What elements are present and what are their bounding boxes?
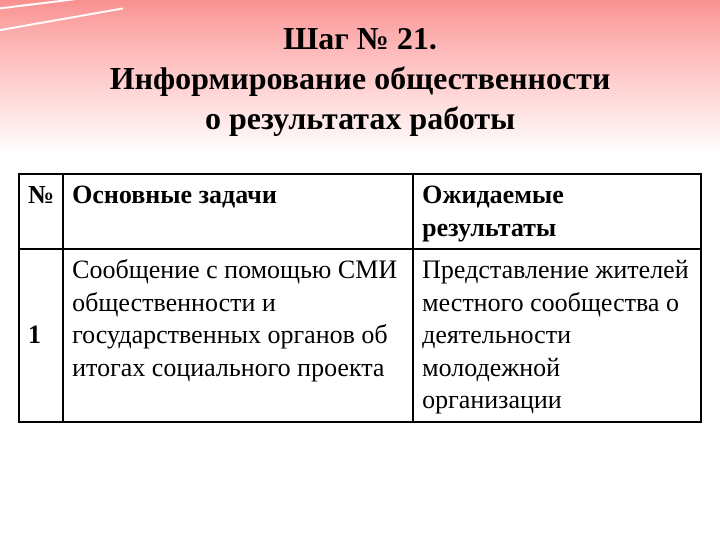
cell-tasks: Сообщение с помощью СМИ общественности и… (63, 249, 413, 422)
cell-number: 1 (19, 249, 63, 422)
title-line-2: Информирование общественности (110, 60, 611, 96)
page-title: Шаг № 21. Информирование общественности … (110, 18, 611, 138)
cell-result: Представление жителей местного сообществ… (413, 249, 701, 422)
title-banner: Шаг № 21. Информирование общественности … (0, 0, 720, 155)
col-header-results: Ожидаемые результаты (413, 174, 701, 249)
banner-decor-line-2 (0, 7, 123, 32)
title-line-1: Шаг № 21. (283, 20, 437, 56)
col-header-tasks: Основные задачи (63, 174, 413, 249)
title-line-3: о результатах работы (205, 100, 515, 136)
content-area: № Основные задачи Ожидаемые результаты 1… (0, 155, 720, 423)
table-row: 1 Сообщение с помощью СМИ общественности… (19, 249, 701, 422)
tasks-table: № Основные задачи Ожидаемые результаты 1… (18, 173, 702, 423)
banner-decor-line-1 (0, 0, 94, 10)
table-header-row: № Основные задачи Ожидаемые результаты (19, 174, 701, 249)
col-header-number: № (19, 174, 63, 249)
